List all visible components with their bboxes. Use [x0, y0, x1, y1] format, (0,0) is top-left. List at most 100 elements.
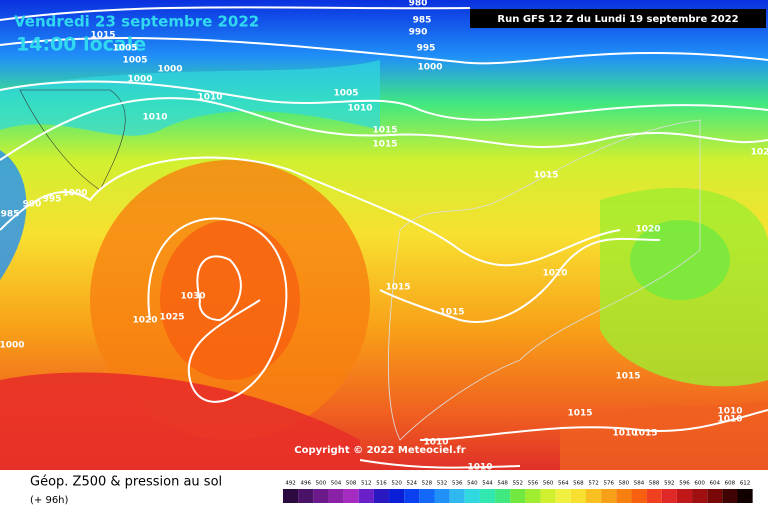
isobar-label: 1010 — [717, 415, 742, 425]
forecast-time: 14:00 locale — [16, 34, 146, 56]
footer-title: Géop. Z500 & pression au sol — [30, 475, 222, 490]
isobar-label: 1000 — [157, 65, 182, 75]
scale-swatch — [570, 489, 586, 503]
scale-swatch — [343, 489, 359, 503]
isobar-label: 980 — [409, 0, 428, 9]
scale-swatch — [373, 489, 390, 503]
isobars — [0, 6, 768, 469]
scale-label: 500 — [316, 481, 327, 487]
isobar-label: 990 — [23, 200, 42, 210]
scale-swatch — [464, 489, 480, 503]
isobar-label: 1000 — [62, 189, 87, 199]
run-info: Run GFS 12 Z du Lundi 19 septembre 2022 — [497, 14, 738, 25]
scale-swatch — [555, 489, 571, 503]
isobar-label: 1015 — [632, 429, 657, 439]
isobar-label: 1015 — [372, 126, 397, 136]
scale-swatch — [358, 489, 374, 503]
isobar-label: 1015 — [533, 171, 558, 181]
run-box — [470, 9, 766, 28]
isobar-label: 1010 — [467, 463, 492, 473]
scale-label: 580 — [619, 481, 630, 487]
scale-label: 592 — [664, 481, 675, 487]
scale-swatch — [389, 489, 405, 503]
copyright: Copyright © 2022 Meteociel.fr — [294, 445, 465, 456]
scale-swatch — [449, 489, 465, 503]
scale-label: 548 — [497, 481, 508, 487]
scale-label: 564 — [558, 481, 569, 487]
scale-label: 576 — [603, 481, 614, 487]
scale-label: 492 — [285, 481, 296, 487]
scale-label: 516 — [376, 481, 387, 487]
scale-label: 604 — [710, 481, 721, 487]
isobar-label: 1015 — [372, 140, 397, 150]
map-background — [0, 0, 768, 470]
scale-swatch — [601, 489, 617, 503]
scale-swatch — [419, 489, 435, 503]
scale-swatch — [707, 489, 723, 503]
scale-label: 540 — [467, 481, 478, 487]
scale-label: 556 — [528, 481, 539, 487]
scale-swatch — [676, 489, 693, 503]
scale-label: 536 — [452, 481, 463, 487]
scale-label: 508 — [346, 481, 357, 487]
scale-swatch — [328, 489, 344, 503]
scale-label: 596 — [679, 481, 690, 487]
scale-swatch — [313, 489, 329, 503]
scale-label: 524 — [407, 481, 418, 487]
scale-label: 496 — [300, 481, 311, 487]
scale-swatch — [283, 489, 299, 503]
isobar-label: 985 — [413, 16, 432, 26]
isobar-label: 995 — [417, 44, 436, 54]
scale-label: 544 — [482, 481, 493, 487]
isobar-label: 1010 — [347, 104, 372, 114]
scale-swatch — [631, 489, 647, 503]
footer-lead: (+ 96h) — [30, 495, 69, 506]
isobar-label: 1010 — [197, 93, 222, 103]
isobar-label: 1000 — [0, 341, 25, 351]
scale-swatch — [495, 489, 511, 503]
scale-swatch — [586, 489, 602, 503]
isobar-label: 1005 — [333, 89, 358, 99]
scale-swatch — [616, 489, 632, 503]
scale-label: 512 — [361, 481, 372, 487]
scale-label: 520 — [391, 481, 402, 487]
isobar-label: 1010 — [612, 429, 637, 439]
scale-label: 528 — [422, 481, 433, 487]
isobar-label: 1010 — [142, 113, 167, 123]
isobar-label: 1010 — [423, 438, 448, 448]
isobar-label: 1010 — [717, 407, 742, 417]
scale-label: 584 — [634, 481, 645, 487]
scale-swatch — [510, 489, 526, 503]
scale-label: 504 — [331, 481, 342, 487]
isobar-label: 1020 — [635, 225, 660, 235]
scale-label: 608 — [725, 481, 736, 487]
scale-swatch — [737, 489, 753, 503]
isobar-label: 1000 — [127, 75, 152, 85]
scale-label: 532 — [437, 481, 448, 487]
scale-label: 552 — [513, 481, 524, 487]
isobar-label: 1015 — [615, 372, 640, 382]
scale-swatch — [692, 489, 708, 503]
scale-label: 588 — [649, 481, 660, 487]
scale-label: 600 — [694, 481, 705, 487]
isobar-label: 1020 — [132, 316, 157, 326]
scale-swatch — [722, 489, 738, 503]
scale-swatch — [404, 489, 420, 503]
isobar-label: 1030 — [180, 292, 205, 302]
isobar-label: 1005 — [112, 44, 137, 54]
isobar-label: 995 — [43, 195, 62, 205]
isobar-label: 102 — [751, 148, 768, 158]
isobar-label: 985 — [1, 210, 20, 220]
isobar-label: 1025 — [159, 313, 184, 323]
scale-label: 572 — [588, 481, 599, 487]
scale-swatch — [525, 489, 541, 503]
isobar-label: 1000 — [417, 63, 442, 73]
isobar-label: 1015 — [439, 308, 464, 318]
isobar-label: 1005 — [122, 56, 147, 66]
scale-swatch — [661, 489, 677, 503]
scale-swatch — [540, 489, 556, 503]
scale-label: 612 — [740, 481, 751, 487]
scale-swatch — [646, 489, 662, 503]
isobar-label: 1015 — [90, 31, 115, 41]
